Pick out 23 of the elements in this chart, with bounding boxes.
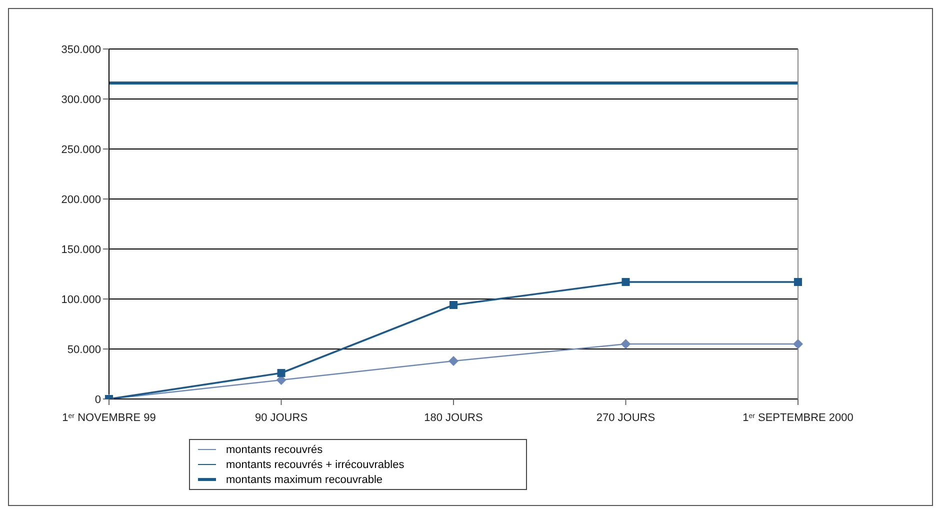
point [448, 356, 458, 366]
y-tick-label: 50.000 [67, 344, 101, 356]
legend-label: montants recouvrés + irrécouvrables [225, 458, 406, 472]
y-tick-label: 300.000 [61, 94, 101, 106]
point [450, 301, 458, 309]
x-tick-label: 1$^{er}$ NOVEMBRE 99 [62, 412, 156, 424]
point [277, 369, 286, 377]
y-tick-label: 150.000 [61, 244, 101, 256]
x-tick-label: 1$^{er}$ SEPTEMBRE 2000 [742, 412, 854, 424]
point [793, 339, 803, 349]
legend-label: montants recouvrés [225, 442, 324, 457]
y-tick-label: 0 [94, 394, 101, 406]
x-tick-label: 90 JOURS [254, 412, 308, 424]
point [794, 278, 802, 286]
point [622, 278, 630, 286]
x-tick-label: 270 JOURS [596, 412, 656, 424]
y-tick-label: 250.000 [61, 144, 101, 156]
y-tick-label: 200.000 [61, 194, 101, 206]
y-tick-label: 100.000 [61, 294, 101, 306]
y-tick-label: 350.000 [61, 44, 101, 56]
point [620, 339, 631, 349]
x-tick-label: 180 JOURS [424, 412, 483, 424]
legend-label: montants maximum recouvrable [225, 472, 384, 487]
